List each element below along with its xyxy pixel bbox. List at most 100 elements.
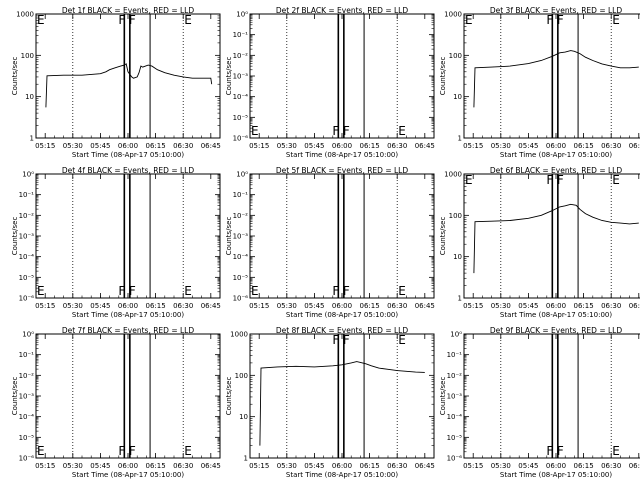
axes-frame bbox=[249, 13, 435, 139]
y-axis-label: Counts/sec bbox=[439, 377, 447, 416]
panel-title: Det 4f BLACK = Events, RED = LLD bbox=[62, 166, 195, 175]
marker-letter-E: E bbox=[37, 284, 45, 298]
y-tick-label: 10⁻⁶ bbox=[233, 295, 249, 303]
x-tick-label: 06:00 bbox=[118, 462, 138, 470]
axes-frame bbox=[35, 13, 221, 139]
y-tick-label: 10⁰ bbox=[236, 11, 248, 19]
marker-letter-F: F bbox=[557, 13, 564, 27]
x-tick-label: 05:15 bbox=[35, 302, 55, 310]
y-tick-label: 10⁻⁴ bbox=[233, 253, 249, 261]
x-tick-label: 05:15 bbox=[463, 142, 483, 150]
y-tick-label: 10⁰ bbox=[22, 171, 34, 179]
y-tick-label: 10⁻² bbox=[233, 212, 249, 220]
marker-letter-F: F bbox=[129, 13, 136, 27]
y-tick-label: 10⁻¹ bbox=[19, 191, 35, 199]
axes-frame bbox=[35, 333, 221, 459]
marker-letter-E: E bbox=[184, 13, 192, 27]
x-tick-label: 05:30 bbox=[63, 142, 83, 150]
y-tick-label: 10⁰ bbox=[236, 171, 248, 179]
y-tick-label: 10⁰ bbox=[22, 331, 34, 339]
x-tick-label: 06:30 bbox=[601, 142, 621, 150]
marker-letter-F: F bbox=[343, 333, 350, 347]
y-tick-label: 100 bbox=[449, 52, 462, 60]
y-tick-label: 10⁻⁴ bbox=[19, 413, 35, 421]
panel-4: Det 4f BLACK = Events, RED = LLD 10⁻⁶ 10⁻⁵… bbox=[11, 166, 221, 319]
marker-letter-F: F bbox=[332, 284, 339, 298]
panel-title: Det 5f BLACK = Events, RED = LLD bbox=[276, 166, 409, 175]
marker-letter-F: F bbox=[546, 173, 553, 187]
series-line bbox=[45, 63, 213, 108]
panel-title: Det 3f BLACK = Events, RED = LLD bbox=[490, 6, 623, 15]
marker-letter-E: E bbox=[37, 13, 45, 27]
x-tick-label: 05:30 bbox=[491, 462, 511, 470]
x-tick-label: 05:30 bbox=[63, 302, 83, 310]
x-tick-label: 05:30 bbox=[277, 302, 297, 310]
marker-letter-F: F bbox=[129, 284, 136, 298]
y-tick-label: 10⁻⁶ bbox=[447, 455, 463, 463]
y-axis-label: Counts/sec bbox=[439, 217, 447, 256]
y-tick-label: 10⁻³ bbox=[233, 73, 249, 81]
marker-letter-E: E bbox=[251, 124, 259, 138]
y-axis-label: Counts/sec bbox=[225, 217, 233, 256]
y-tick-label: 10⁻⁴ bbox=[447, 413, 463, 421]
panel-title: Det 8f BLACK = Events, RED = LLD bbox=[276, 326, 409, 335]
y-axis-label: Counts/sec bbox=[11, 377, 19, 416]
marker-letter-F: F bbox=[129, 444, 136, 458]
x-tick-label: 06:30 bbox=[387, 462, 407, 470]
marker-letter-F: F bbox=[118, 284, 125, 298]
x-tick-label: 05:15 bbox=[463, 462, 483, 470]
y-tick-label: 10⁻⁵ bbox=[19, 274, 35, 282]
marker-letter-F: F bbox=[557, 173, 564, 187]
y-tick-label: 10 bbox=[239, 413, 248, 421]
y-tick-label: 10⁻² bbox=[19, 212, 35, 220]
x-axis-label: Start Time (08-Apr-17 05:10:00) bbox=[500, 471, 612, 479]
marker-letter-E: E bbox=[398, 124, 406, 138]
x-tick-label: 06:15 bbox=[360, 142, 380, 150]
x-tick-label: 06:30 bbox=[601, 302, 621, 310]
y-tick-label: 100 bbox=[449, 212, 462, 220]
y-tick-label: 1 bbox=[244, 455, 248, 463]
axes-frame bbox=[249, 173, 435, 299]
marker-letter-E: E bbox=[398, 284, 406, 298]
x-tick-label: 06:00 bbox=[118, 302, 138, 310]
x-tick-label: 05:30 bbox=[277, 462, 297, 470]
y-axis-label: Counts/sec bbox=[439, 57, 447, 96]
y-tick-label: 10⁻⁴ bbox=[233, 93, 249, 101]
series-line bbox=[259, 361, 425, 446]
x-tick-label: 05:45 bbox=[518, 142, 538, 150]
marker-letter-F: F bbox=[332, 333, 339, 347]
x-tick-label: 06:45 bbox=[201, 142, 221, 150]
y-tick-label: 1000 bbox=[444, 11, 462, 19]
panel-title: Det 1f BLACK = Events, RED = LLD bbox=[62, 6, 195, 15]
marker-letter-F: F bbox=[118, 444, 125, 458]
x-tick-label: 05:30 bbox=[63, 462, 83, 470]
marker-letter-E: E bbox=[184, 284, 192, 298]
x-tick-label: 05:15 bbox=[35, 462, 55, 470]
y-tick-label: 10⁻² bbox=[447, 372, 463, 380]
panel-6: Det 6f BLACK = Events, RED = LLD 1 10 100 10… bbox=[439, 166, 640, 319]
x-tick-label: 06:45 bbox=[629, 462, 640, 470]
x-tick-label: 05:30 bbox=[277, 142, 297, 150]
y-tick-label: 10 bbox=[25, 93, 34, 101]
x-tick-label: 06:15 bbox=[574, 462, 594, 470]
x-tick-label: 06:00 bbox=[332, 302, 352, 310]
x-tick-label: 06:15 bbox=[146, 142, 166, 150]
x-tick-label: 06:45 bbox=[415, 142, 435, 150]
marker-letter-F: F bbox=[546, 444, 553, 458]
marker-letter-E: E bbox=[251, 284, 259, 298]
marker-letter-F: F bbox=[343, 284, 350, 298]
y-tick-label: 10⁰ bbox=[450, 331, 462, 339]
x-tick-label: 05:45 bbox=[304, 462, 324, 470]
panel-title: Det 6f BLACK = Events, RED = LLD bbox=[490, 166, 623, 175]
x-axis-label: Start Time (08-Apr-17 05:10:00) bbox=[286, 471, 398, 479]
x-tick-label: 06:45 bbox=[201, 462, 221, 470]
panel-title: Det 9f BLACK = Events, RED = LLD bbox=[490, 326, 623, 335]
x-axis-label: Start Time (08-Apr-17 05:10:00) bbox=[72, 311, 184, 319]
x-tick-label: 06:45 bbox=[201, 302, 221, 310]
marker-letter-E: E bbox=[612, 444, 620, 458]
x-tick-label: 06:00 bbox=[118, 142, 138, 150]
y-tick-label: 10⁻⁵ bbox=[233, 274, 249, 282]
x-tick-label: 05:30 bbox=[491, 302, 511, 310]
y-tick-label: 10⁻³ bbox=[19, 233, 35, 241]
y-tick-label: 1 bbox=[458, 295, 462, 303]
